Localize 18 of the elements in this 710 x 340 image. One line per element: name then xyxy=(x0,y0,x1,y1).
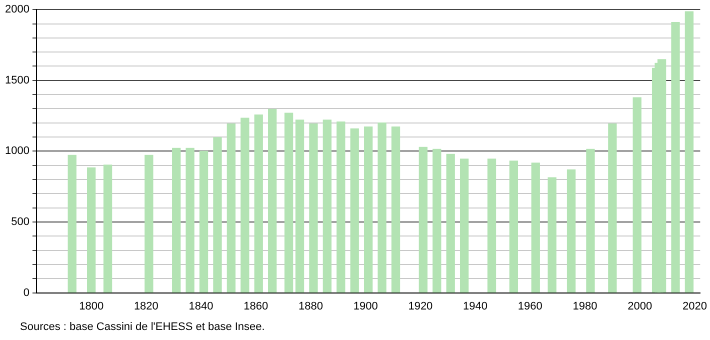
x-tick-label: 1840 xyxy=(188,300,214,312)
y-tick-label: 2000 xyxy=(4,4,30,16)
x-tick-label: 1920 xyxy=(408,300,433,312)
x-tick-label: 1940 xyxy=(463,300,488,312)
y-tick-label: 500 xyxy=(11,216,30,228)
y-tick-label: 0 xyxy=(23,286,30,299)
x-tick-label: 1800 xyxy=(79,300,104,312)
x-tick-label: 1980 xyxy=(572,300,598,312)
source-note: Sources : base Cassini de l'EHESS et base Insee. xyxy=(20,321,265,334)
x-tick-label: 1960 xyxy=(518,300,542,312)
y-tick-label: 1500 xyxy=(4,74,30,86)
x-tick-label: 1900 xyxy=(353,300,378,312)
x-tick-label: 1880 xyxy=(298,300,323,312)
x-tick-label: 2020 xyxy=(682,300,707,312)
x-tick-label: 1820 xyxy=(134,300,158,312)
y-tick-label: 1000 xyxy=(4,145,30,158)
x-tick-label: 1860 xyxy=(244,300,268,312)
x-tick-label: 2000 xyxy=(628,300,652,312)
